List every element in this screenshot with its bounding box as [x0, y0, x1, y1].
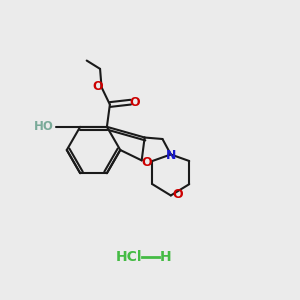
Text: O: O [129, 96, 140, 109]
Text: N: N [166, 149, 176, 162]
Text: HCl: HCl [116, 250, 142, 264]
Text: O: O [172, 188, 183, 201]
Text: HO: HO [34, 120, 53, 133]
Text: H: H [160, 250, 171, 264]
Text: O: O [92, 80, 103, 93]
Text: O: O [141, 156, 152, 169]
